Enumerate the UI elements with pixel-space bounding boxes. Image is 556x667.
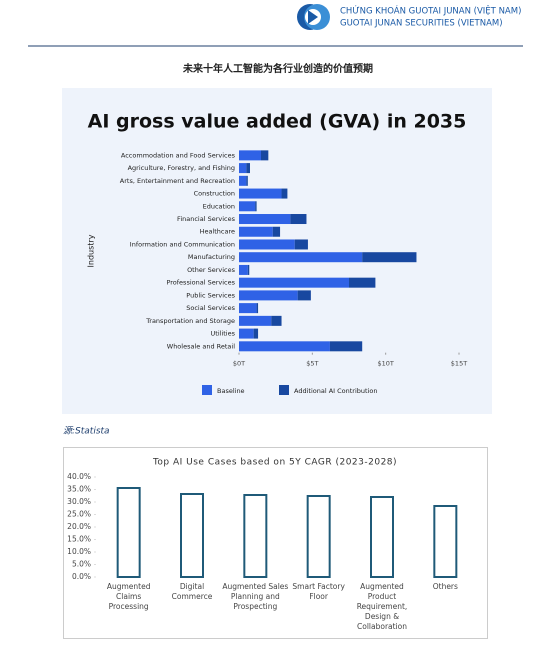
bar-segment [362, 252, 417, 263]
bar-segment [239, 290, 298, 301]
bar-segment [239, 277, 349, 288]
y-axis-label: Industry [87, 234, 96, 267]
bar-segment [239, 226, 273, 237]
legend-label: Additional AI Contribution [294, 387, 377, 395]
y-tick-label: Public Services [186, 291, 235, 299]
y-tick-label: 30.0% [67, 497, 91, 506]
bar-segment [239, 328, 254, 339]
x-tick-label: Augmented Claims Processing [106, 582, 151, 611]
bar [243, 494, 268, 578]
bar [433, 505, 458, 578]
bar-segment [239, 175, 247, 186]
bar [306, 495, 331, 578]
bar-segment [239, 214, 291, 225]
bar-segment [297, 290, 311, 301]
y-tick-label: Information and Communication [130, 240, 235, 248]
x-tick-label: $0T [233, 360, 245, 368]
y-tick-label: Accommodation and Food Services [121, 151, 236, 159]
x-tick-label: Augmented Sales Planning and Prospecting [222, 582, 289, 611]
bar-segment [294, 239, 308, 250]
y-tick-label: 5.0% [72, 560, 91, 569]
bar-segment [239, 239, 295, 250]
source: 源:Statista [63, 426, 110, 437]
y-tick-label: 20.0% [67, 522, 91, 531]
y-tick-label: Financial Services [177, 215, 236, 223]
legend-swatch [279, 385, 289, 395]
bar-segment [239, 303, 257, 314]
bar-segment [239, 264, 248, 275]
bar-segment [239, 188, 282, 199]
company-en: GUOTAI JUNAN SECURITIES (VIETNAM) [340, 19, 503, 29]
bar-segment [253, 328, 259, 339]
y-tick-label: Transportation and Storage [145, 317, 235, 325]
bar [180, 493, 204, 578]
bar-segment [246, 163, 250, 174]
bar-segment [329, 341, 363, 352]
x-tick-label: Others [432, 582, 458, 591]
y-tick-label: 25.0% [67, 510, 91, 519]
x-tick-label: $15T [451, 360, 467, 368]
y-tick-label: Healthcare [200, 228, 235, 236]
bar-segment [246, 175, 248, 186]
y-tick-label: Other Services [187, 266, 236, 274]
bar-segment [281, 188, 288, 199]
bar-segment [239, 252, 363, 263]
bar [116, 487, 141, 578]
y-tick-label: Education [203, 202, 235, 210]
bar [370, 496, 394, 578]
y-tick-label: Professional Services [166, 279, 235, 287]
y-tick-label: Utilities [211, 330, 236, 338]
y-tick-label: Agriculture, Forestry, and Fishing [128, 164, 235, 172]
x-tick-label: Smart Factory Floor [292, 582, 345, 601]
bar-segment [256, 303, 259, 314]
bar-segment [349, 277, 376, 288]
x-tick-label: Augmented Product Requirement, Design & … [356, 582, 408, 631]
y-tick-label: Wholesale and Retail [167, 342, 235, 350]
bar-segment [290, 214, 307, 225]
x-tick-label: $5T [306, 360, 318, 368]
bar-segment [239, 150, 261, 161]
bar-segment [239, 341, 330, 352]
y-tick-label: Arts, Entertainment and Recreation [120, 177, 235, 185]
bar-segment [239, 163, 247, 174]
legend-label: Baseline [217, 387, 245, 395]
y-tick-label: 40.0% [67, 472, 91, 481]
y-tick-label: Construction [194, 190, 235, 198]
chart-panel [62, 88, 492, 414]
y-tick-label: Social Services [186, 304, 235, 312]
bar-segment [261, 150, 269, 161]
y-tick-label: Manufacturing [188, 253, 235, 261]
bar-segment [239, 315, 272, 326]
x-tick-label: $10T [377, 360, 393, 368]
company-vn: CHỨNG KHOÁN GUOTAI JUNAN (VIỆT NAM) [340, 5, 521, 17]
caption: 未来十年人工智能为各行业创造的价值预期 [182, 62, 373, 75]
chart-title: AI gross value added (GVA) in 2035 [88, 111, 467, 133]
y-tick-label: 0.0% [72, 572, 91, 581]
bar-segment [247, 264, 250, 275]
logo [297, 4, 330, 30]
bar-segment [272, 226, 281, 237]
x-tick-label: Digital Commerce [171, 582, 213, 601]
chart-title: Top AI Use Cases based on 5Y CAGR (2023-… [152, 458, 397, 468]
bar-segment [255, 201, 257, 212]
bar-segment [239, 201, 256, 212]
legend-swatch [202, 385, 212, 395]
y-tick-label: 10.0% [67, 547, 91, 556]
y-tick-label: 35.0% [67, 485, 91, 494]
bar-segment [271, 315, 282, 326]
chart-panel [63, 447, 488, 639]
y-tick-label: 15.0% [67, 535, 91, 544]
